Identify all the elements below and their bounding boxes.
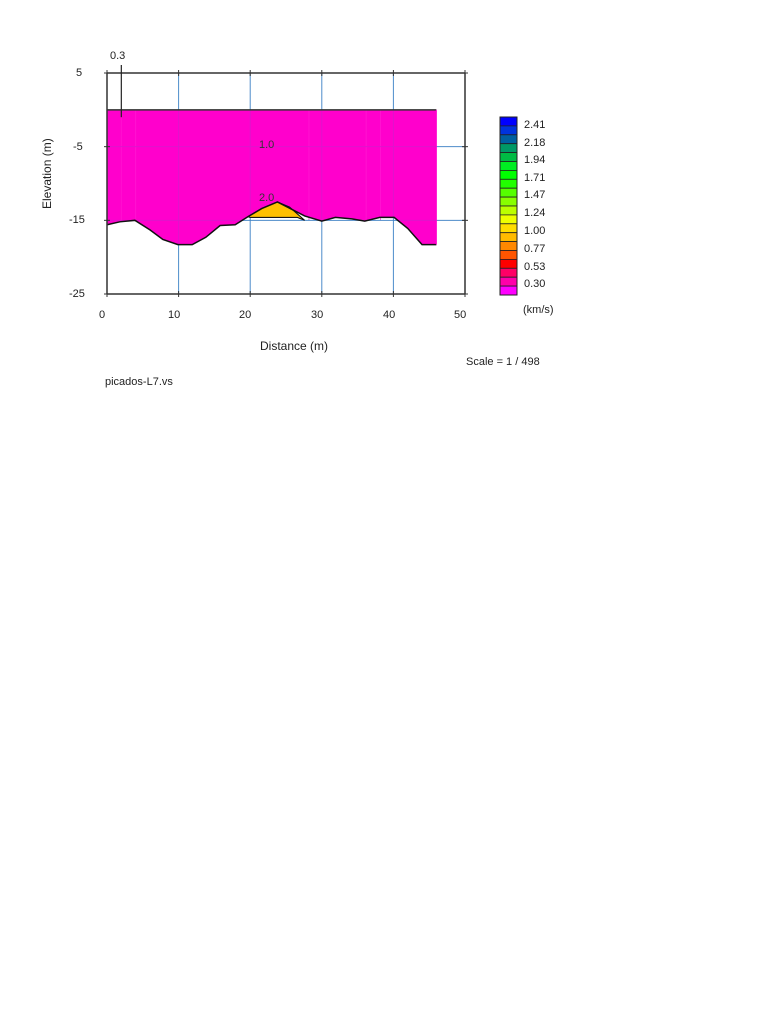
contour-label-1: 1.0	[259, 139, 275, 151]
x-tick-20: 20	[239, 309, 252, 321]
legend-swatch	[499, 285, 518, 296]
refractor-boundary	[106, 201, 437, 246]
scale-annotation: Scale = 1 / 498	[466, 356, 540, 368]
legend-border	[499, 116, 518, 296]
legend-label: 1.94	[524, 154, 546, 166]
legend-swatch	[499, 161, 518, 171]
legend-swatch	[499, 196, 518, 207]
legend-swatch	[499, 205, 518, 216]
legend-swatch	[499, 125, 518, 136]
legend-swatch	[499, 116, 518, 127]
layer-overlay	[107, 109, 437, 245]
x-axis-title: Distance (m)	[260, 339, 329, 353]
filename-label: picados-L7.vs	[105, 376, 173, 388]
legend-swatch	[499, 134, 518, 145]
legend-label: 1.47	[524, 189, 546, 201]
legend-label: 0.77	[524, 243, 546, 255]
legend-unit: (km/s)	[523, 304, 554, 316]
legend-swatch	[499, 214, 518, 225]
y-tick-neg25: -25	[69, 288, 85, 300]
x-tick-50: 50	[454, 309, 467, 321]
legend-label: 1.00	[524, 225, 546, 237]
legend-swatch	[499, 250, 518, 260]
y-tick-5: 5	[76, 67, 83, 79]
legend-swatch	[499, 258, 518, 269]
legend-label: 2.18	[524, 137, 546, 149]
legend-swatch	[499, 169, 518, 180]
x-tick-0: 0	[99, 309, 106, 321]
legend-swatch	[499, 232, 518, 242]
x-tick-40: 40	[383, 309, 396, 321]
plot-area	[104, 65, 518, 297]
legend-label: 2.41	[524, 119, 546, 131]
legend-label: 1.71	[524, 172, 546, 184]
legend-label: 0.30	[524, 278, 546, 290]
x-tick-30: 30	[311, 309, 324, 321]
legend-swatch	[499, 187, 518, 198]
legend-swatch	[499, 276, 518, 287]
legend-swatch	[499, 223, 518, 234]
legend-swatch	[499, 152, 518, 162]
velocity-section-chart	[104, 65, 518, 297]
x-tick-10: 10	[168, 309, 181, 321]
y-tick-neg5: -5	[73, 141, 83, 153]
legend-swatch	[499, 178, 518, 189]
legend-label: 0.53	[524, 261, 546, 273]
legend-swatch	[499, 241, 518, 251]
contour-label-2: 2.0	[259, 192, 275, 204]
legend-swatch	[499, 143, 518, 153]
y-axis-title: Elevation (m)	[40, 138, 54, 209]
top-marker-label: 0.3	[110, 50, 126, 62]
legend-label: 1.24	[524, 207, 546, 219]
legend-swatch	[499, 267, 518, 278]
y-tick-neg15: -15	[69, 214, 85, 226]
